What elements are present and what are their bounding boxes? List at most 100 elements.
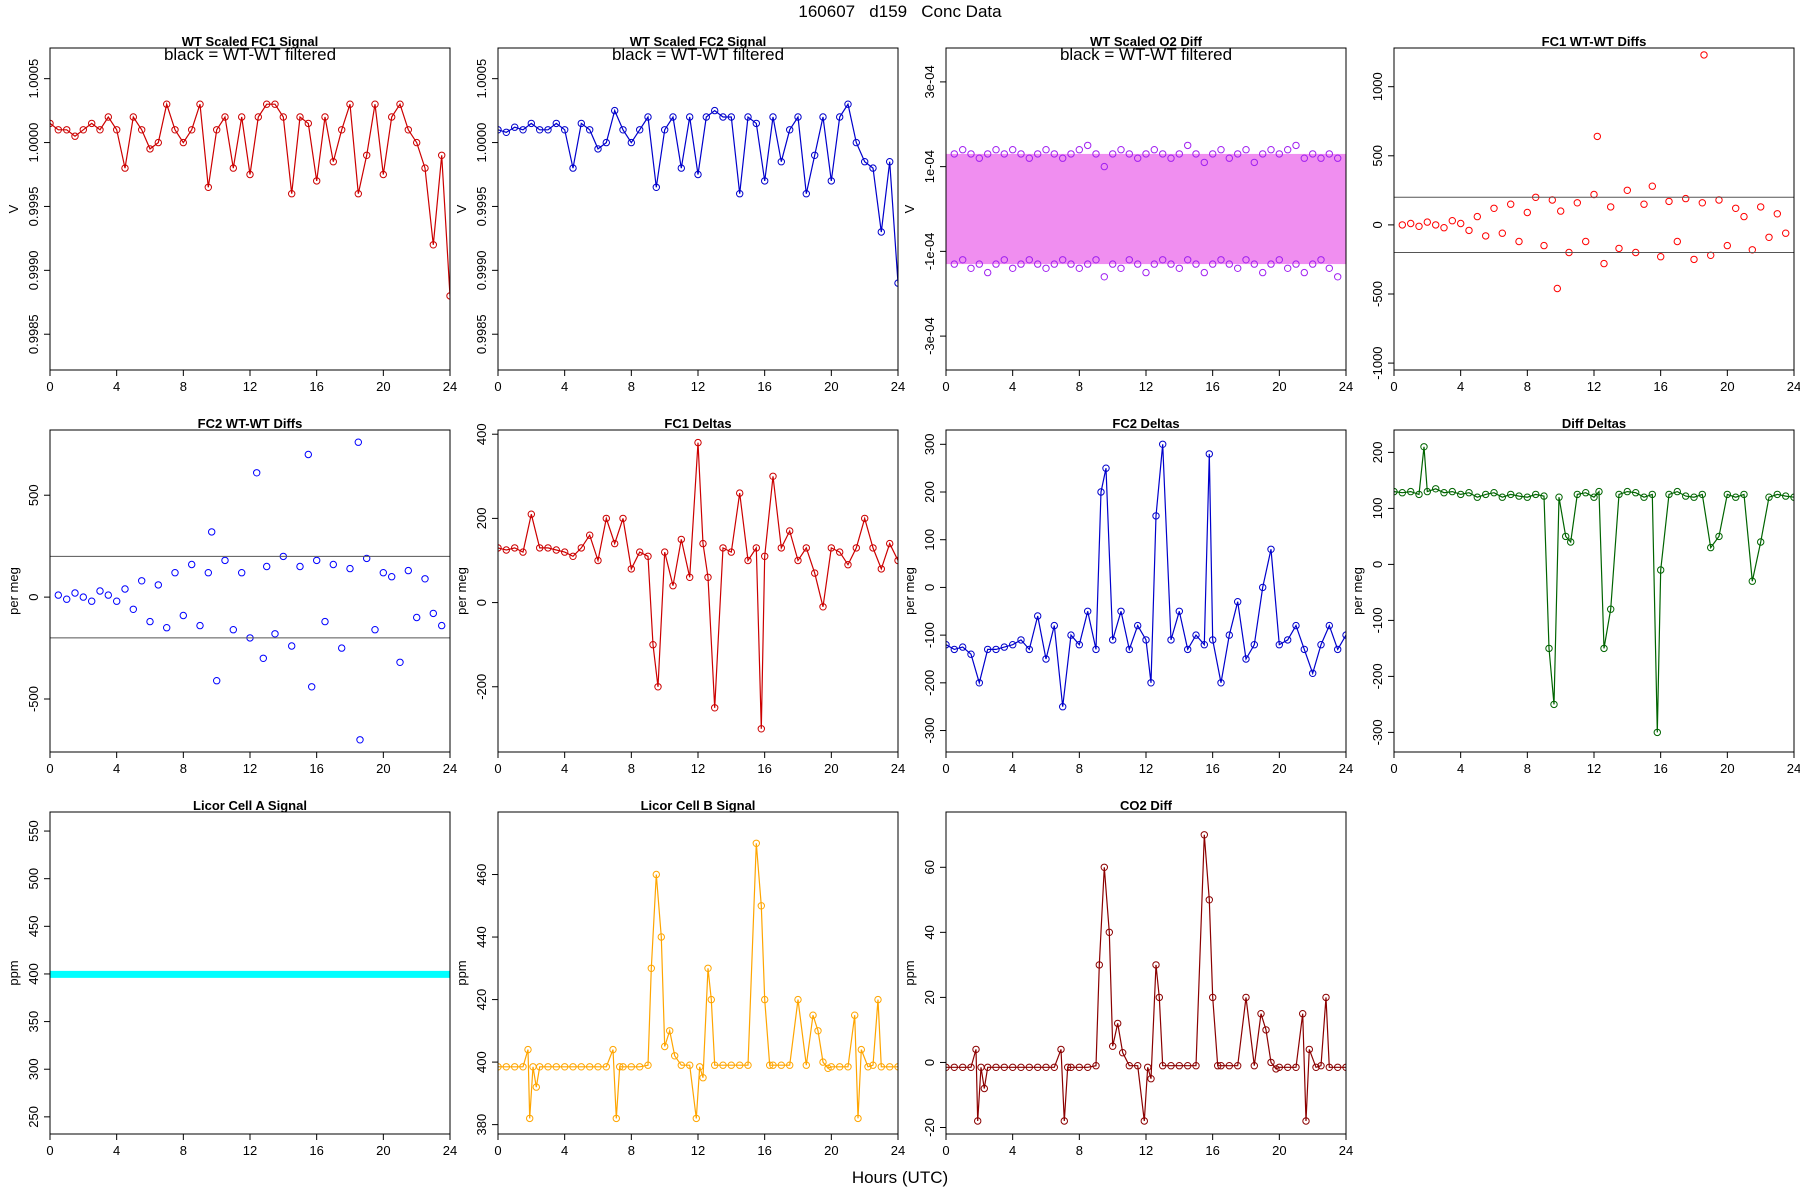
x-tick-label: 12 [1587,761,1601,776]
y-tick-label: 380 [474,1114,489,1136]
chart-title: WT Scaled FC1 Signal [182,34,319,49]
data-point [544,126,552,134]
data-point [338,126,346,134]
data-point [1184,645,1192,654]
data-point [669,582,677,590]
data-point [980,1084,988,1093]
x-tick-label: 4 [561,379,568,394]
x-tick-label: 0 [1390,379,1397,394]
x-tick-label: 16 [1653,379,1667,394]
data-point [1117,264,1125,272]
data-point [561,1063,569,1071]
data-point [371,100,379,108]
data-point [519,548,527,556]
data-point [644,552,652,560]
data-point [313,556,321,565]
data-point [647,964,655,972]
data-point [824,1064,832,1073]
data-point [536,544,544,552]
chart-title: WT Scaled O2 Diff [1090,34,1203,49]
data-point [1432,485,1440,493]
x-tick-label: 8 [628,379,635,394]
data-point [238,569,246,577]
data-point [438,151,446,160]
data-point [786,1061,794,1069]
data-point [1167,154,1175,162]
data-point [611,539,619,548]
data-point [1523,493,1532,501]
x-tick-label: 16 [757,1143,771,1158]
data-point [1600,644,1608,653]
data-point [1448,217,1457,225]
data-point [62,126,71,134]
data-point [686,573,694,581]
chart-subtitle: black = WT-WT filtered [1060,45,1232,64]
chart-p9: 0 4 8 12 16 20 24 250 300 350 400 450 500 550 ppm Licor… [6,798,457,1158]
data-point [757,725,765,733]
data-point [308,683,316,691]
data-point [1109,150,1117,158]
data-point [627,1063,635,1071]
data-point [1732,493,1740,501]
data-point [346,564,354,573]
plot-frame [497,47,899,371]
x-tick-label: 24 [443,1143,457,1158]
data-point [1034,1063,1042,1072]
data-point [677,1061,685,1069]
data-point [984,268,992,277]
series-line [946,834,1346,1122]
data-point [959,146,967,154]
data-point [1059,256,1067,264]
data-point [1267,260,1275,268]
y-tick-label: 400 [474,423,489,445]
x-tick-label: 8 [628,1143,635,1158]
chart-p8: 0 4 8 12 16 20 24 -300 -200 -100 0 100 200 per meg Dif… [1350,416,1800,776]
data-point [1573,199,1582,207]
data-point [1590,493,1598,501]
data-point [1757,538,1765,546]
data-point [146,145,154,153]
data-point [602,138,610,147]
data-point [1075,146,1084,154]
x-tick-label: 12 [243,761,257,776]
y-axis-label: per meg [6,567,21,615]
data-point [71,132,79,140]
data-point [577,544,585,552]
data-point [1582,489,1590,497]
data-point [1267,146,1275,154]
data-point [802,544,810,552]
x-tick-label: 8 [180,379,187,394]
data-point [1523,208,1532,217]
data-point [253,469,261,477]
data-point [1234,1062,1242,1070]
data-point [356,736,364,744]
y-tick-label: -500 [1370,281,1385,307]
data-point [886,158,894,166]
data-point [984,1063,992,1072]
y-tick-label: -200 [922,670,937,696]
data-point [636,1063,644,1071]
data-point [1184,1062,1192,1070]
data-point [1057,1045,1065,1054]
data-point [1482,490,1490,499]
x-tick-label: 16 [1205,379,1219,394]
data-point [852,544,860,552]
x-tick-label: 20 [824,379,838,394]
data-point [163,624,171,632]
data-point [1042,655,1050,663]
data-point [677,535,685,544]
data-point [1309,150,1317,158]
data-point [1715,532,1723,541]
data-point [1615,490,1623,499]
data-point [1092,150,1100,158]
data-point [811,151,819,160]
chart-p2: 0 4 8 12 16 20 24 0.9985 0.9990 0.9995 1.0000 1.000… [454,34,905,394]
data-point [1582,237,1590,246]
y-tick-label: 500 [26,484,41,506]
data-point [1259,150,1267,158]
x-tick-label: 24 [891,761,905,776]
data-point [271,630,279,638]
data-point [1673,237,1682,246]
data-point [809,1011,817,1019]
chart-p10: 0 4 8 12 16 20 24 380 400 420 440 460 ppm Licor Cell … [454,798,905,1158]
